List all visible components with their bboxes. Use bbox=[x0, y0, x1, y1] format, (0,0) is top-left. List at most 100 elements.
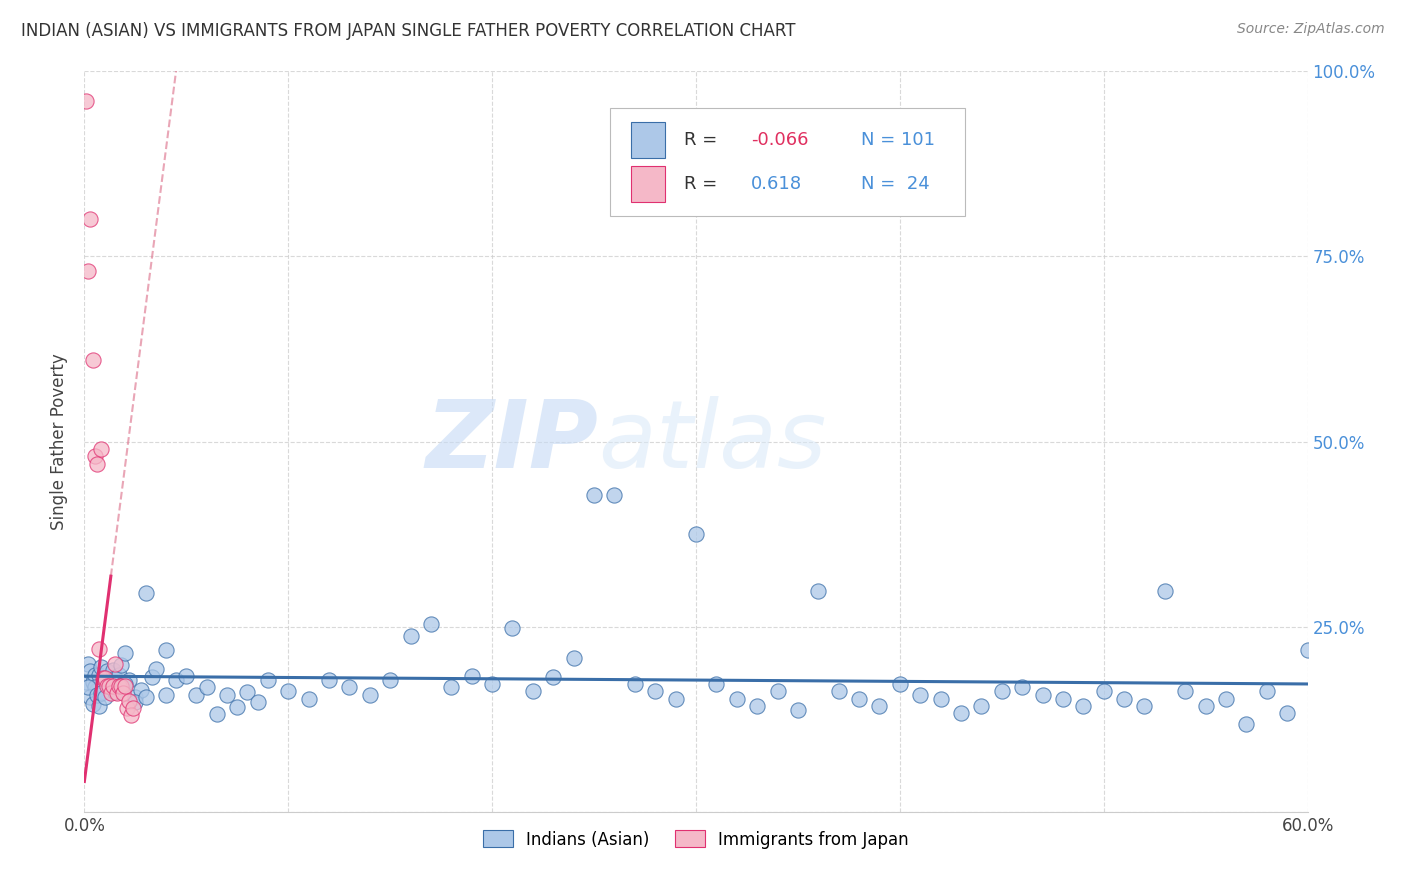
Point bbox=[226, 699, 249, 714]
Point bbox=[583, 488, 606, 502]
Point bbox=[1133, 698, 1156, 713]
Point bbox=[848, 692, 870, 706]
Point bbox=[970, 698, 993, 713]
Text: 0.618: 0.618 bbox=[751, 175, 803, 193]
Point bbox=[90, 686, 112, 700]
Point bbox=[97, 682, 120, 697]
Point bbox=[101, 679, 124, 693]
Point bbox=[108, 667, 131, 681]
Point bbox=[766, 684, 789, 698]
Point bbox=[77, 681, 100, 695]
Point bbox=[257, 673, 280, 687]
Point bbox=[86, 682, 108, 697]
Point bbox=[155, 643, 177, 657]
Point bbox=[603, 488, 626, 502]
Point bbox=[112, 686, 135, 700]
Point bbox=[110, 679, 132, 693]
Point bbox=[318, 673, 340, 687]
Point bbox=[685, 527, 707, 541]
Point bbox=[79, 664, 101, 678]
Point bbox=[991, 684, 1014, 698]
Point bbox=[725, 692, 748, 706]
Point bbox=[91, 672, 114, 686]
Point bbox=[100, 673, 122, 687]
Point bbox=[114, 679, 136, 693]
Point bbox=[828, 684, 851, 698]
Point bbox=[217, 688, 239, 702]
Point bbox=[93, 672, 115, 686]
Point bbox=[83, 450, 105, 464]
Point bbox=[380, 673, 402, 687]
Point bbox=[112, 677, 135, 691]
Text: atlas: atlas bbox=[598, 396, 827, 487]
Text: INDIAN (ASIAN) VS IMMIGRANTS FROM JAPAN SINGLE FATHER POVERTY CORRELATION CHART: INDIAN (ASIAN) VS IMMIGRANTS FROM JAPAN … bbox=[21, 22, 796, 40]
Y-axis label: Single Father Poverty: Single Father Poverty bbox=[51, 353, 69, 530]
Point bbox=[1073, 698, 1095, 713]
Text: R =: R = bbox=[683, 175, 723, 193]
Point bbox=[298, 692, 321, 706]
Point bbox=[90, 660, 112, 674]
Bar bbox=[631, 122, 665, 158]
Point bbox=[131, 682, 153, 697]
Point bbox=[195, 681, 218, 695]
Text: R =: R = bbox=[683, 131, 723, 149]
Point bbox=[145, 662, 167, 676]
Point bbox=[120, 708, 142, 723]
Point bbox=[502, 621, 524, 635]
Text: N =  24: N = 24 bbox=[860, 175, 929, 193]
Point bbox=[186, 688, 208, 702]
Point bbox=[910, 688, 932, 702]
Point bbox=[86, 688, 108, 702]
Point bbox=[1236, 717, 1258, 731]
Point bbox=[440, 681, 463, 695]
Point bbox=[104, 672, 127, 686]
Point bbox=[1114, 692, 1136, 706]
Point bbox=[236, 685, 259, 699]
Point bbox=[77, 264, 100, 278]
Point bbox=[481, 676, 503, 690]
Point bbox=[787, 702, 810, 716]
Point bbox=[1256, 684, 1278, 698]
Point bbox=[83, 667, 105, 681]
Point bbox=[105, 676, 128, 690]
Point bbox=[1032, 688, 1054, 702]
Point bbox=[75, 675, 97, 690]
Legend: Indians (Asian), Immigrants from Japan: Indians (Asian), Immigrants from Japan bbox=[477, 823, 915, 855]
Point bbox=[96, 679, 118, 693]
Point bbox=[461, 669, 484, 683]
Point bbox=[135, 586, 157, 600]
Point bbox=[79, 212, 101, 227]
Point bbox=[91, 679, 114, 693]
Point bbox=[87, 641, 110, 656]
FancyBboxPatch shape bbox=[610, 109, 965, 216]
Point bbox=[124, 695, 146, 709]
Point bbox=[108, 679, 131, 693]
Point bbox=[1154, 584, 1177, 599]
Point bbox=[101, 663, 124, 677]
Point bbox=[75, 94, 97, 108]
Point bbox=[165, 673, 187, 687]
Point bbox=[522, 684, 544, 698]
Point bbox=[562, 650, 585, 665]
Point bbox=[277, 684, 299, 698]
Bar bbox=[631, 166, 665, 202]
Point bbox=[118, 673, 141, 687]
Point bbox=[82, 675, 104, 690]
Point bbox=[1215, 692, 1237, 706]
Point bbox=[79, 690, 101, 704]
Point bbox=[706, 676, 728, 690]
Point bbox=[124, 690, 146, 704]
Point bbox=[1011, 681, 1033, 695]
Point bbox=[644, 684, 666, 698]
Point bbox=[339, 681, 361, 695]
Point bbox=[97, 679, 120, 693]
Point bbox=[1052, 692, 1074, 706]
Point bbox=[1195, 698, 1218, 713]
Point bbox=[82, 698, 104, 712]
Point bbox=[205, 706, 228, 721]
Point bbox=[155, 688, 177, 702]
Point bbox=[869, 698, 891, 713]
Text: ZIP: ZIP bbox=[425, 395, 598, 488]
Point bbox=[929, 692, 952, 706]
Point bbox=[246, 695, 269, 709]
